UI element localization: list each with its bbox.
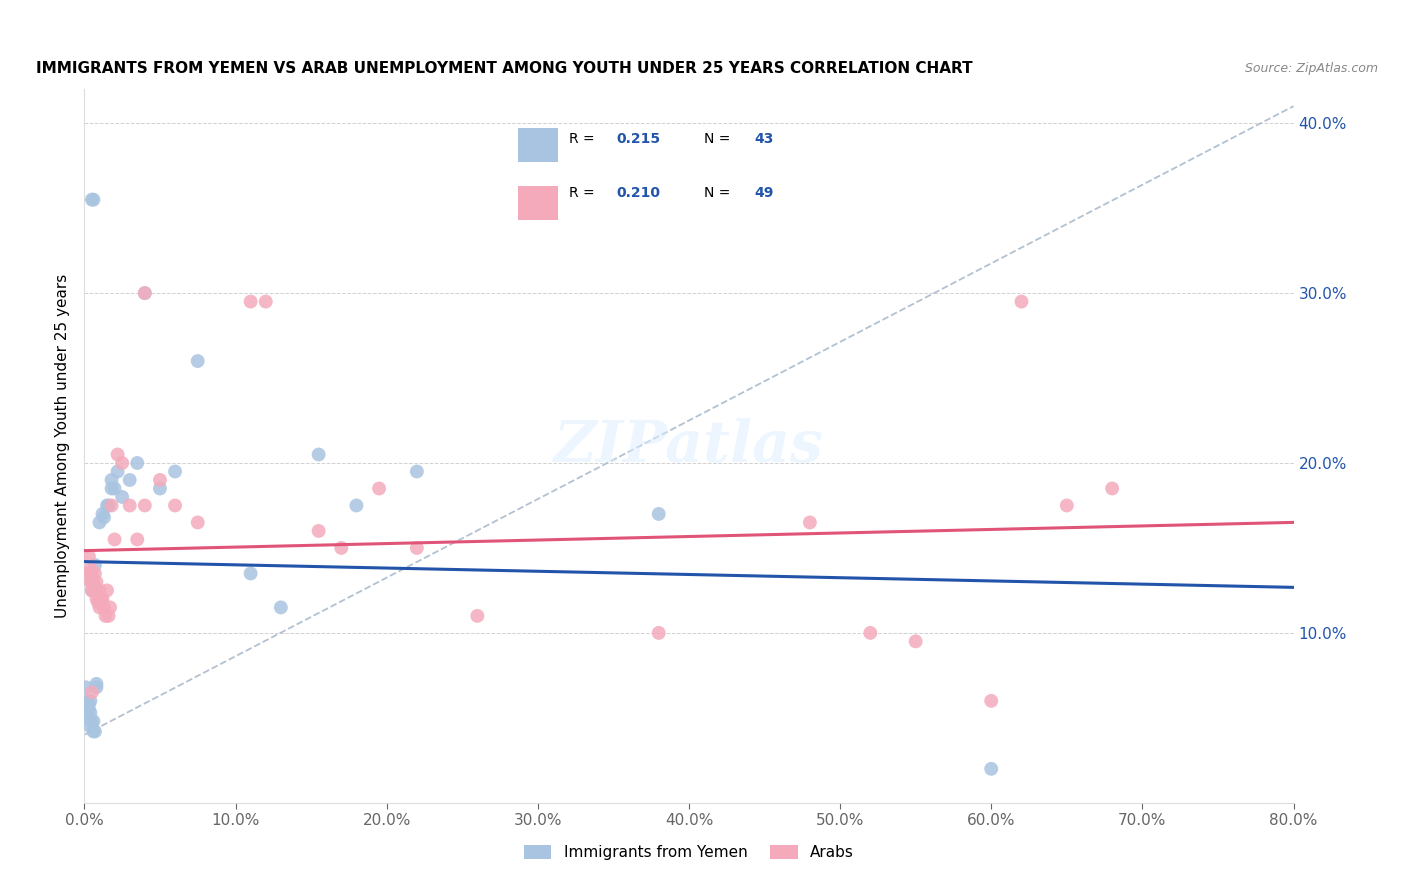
Point xyxy=(79,706,101,720)
Point xyxy=(254,294,277,309)
Point xyxy=(94,608,117,623)
Point xyxy=(134,286,156,301)
Point xyxy=(80,566,103,581)
Point xyxy=(77,549,100,564)
Point xyxy=(86,680,108,694)
Point xyxy=(330,541,353,555)
Point xyxy=(904,634,927,648)
Point xyxy=(648,507,671,521)
Text: IMMIGRANTS FROM YEMEN VS ARAB UNEMPLOYMENT AMONG YOUTH UNDER 25 YEARS CORRELATIO: IMMIGRANTS FROM YEMEN VS ARAB UNEMPLOYME… xyxy=(37,61,973,76)
Y-axis label: Unemployment Among Youth under 25 years: Unemployment Among Youth under 25 years xyxy=(55,274,70,618)
Point xyxy=(308,524,330,538)
Point xyxy=(980,694,1002,708)
Point xyxy=(84,724,107,739)
Point xyxy=(165,465,187,479)
Point xyxy=(187,354,209,368)
Point xyxy=(93,600,115,615)
Point xyxy=(89,583,111,598)
Point xyxy=(84,583,107,598)
Point xyxy=(80,583,103,598)
Point xyxy=(96,583,118,598)
Text: Source: ZipAtlas.com: Source: ZipAtlas.com xyxy=(1244,62,1378,76)
Point xyxy=(127,533,149,547)
Point xyxy=(308,448,330,462)
Point xyxy=(86,591,108,606)
Point xyxy=(111,490,134,504)
Point xyxy=(91,591,114,606)
Point xyxy=(104,482,127,496)
Point xyxy=(82,574,104,589)
Point xyxy=(368,482,391,496)
Point xyxy=(799,516,821,530)
Point xyxy=(111,456,134,470)
Point xyxy=(104,533,127,547)
Point xyxy=(107,465,129,479)
Point xyxy=(1011,294,1033,309)
Point xyxy=(82,578,104,592)
Point xyxy=(76,702,98,716)
Point xyxy=(77,698,100,712)
Point xyxy=(79,694,101,708)
Point xyxy=(77,566,100,581)
Point xyxy=(90,591,112,606)
Point xyxy=(239,566,262,581)
Point xyxy=(100,499,122,513)
Point xyxy=(86,574,108,589)
Point xyxy=(406,465,429,479)
Point xyxy=(118,499,141,513)
Point xyxy=(80,193,103,207)
Point xyxy=(97,499,120,513)
Point xyxy=(84,566,107,581)
Point xyxy=(1101,482,1123,496)
Legend: Immigrants from Yemen, Arabs: Immigrants from Yemen, Arabs xyxy=(517,839,860,866)
Point xyxy=(127,456,149,470)
Point xyxy=(406,541,429,555)
Point xyxy=(93,510,115,524)
Point xyxy=(91,507,114,521)
Point xyxy=(134,286,156,301)
Point xyxy=(149,482,172,496)
Point xyxy=(80,685,103,699)
Point xyxy=(86,677,108,691)
Point xyxy=(87,595,110,609)
Point xyxy=(346,499,368,513)
Point xyxy=(82,724,104,739)
Point xyxy=(80,583,103,598)
Point xyxy=(79,574,101,589)
Point xyxy=(100,473,122,487)
Point xyxy=(82,193,104,207)
Point xyxy=(80,574,103,589)
Point xyxy=(107,448,129,462)
Point xyxy=(89,516,111,530)
Point xyxy=(97,608,120,623)
Point xyxy=(98,600,121,615)
Point xyxy=(239,294,262,309)
Point xyxy=(980,762,1002,776)
Point xyxy=(134,499,156,513)
Point xyxy=(165,499,187,513)
Text: ZIPatlas: ZIPatlas xyxy=(554,417,824,475)
Point xyxy=(82,714,104,729)
Point xyxy=(77,711,100,725)
Point xyxy=(80,714,103,729)
Point xyxy=(96,499,118,513)
Point xyxy=(270,600,292,615)
Point xyxy=(77,702,100,716)
Point xyxy=(467,608,489,623)
Point xyxy=(149,473,172,487)
Point xyxy=(1056,499,1078,513)
Point xyxy=(75,680,97,694)
Point xyxy=(118,473,141,487)
Point xyxy=(89,600,111,615)
Point xyxy=(79,719,101,733)
Point xyxy=(859,626,882,640)
Point xyxy=(76,694,98,708)
Point xyxy=(100,482,122,496)
Point xyxy=(187,516,209,530)
Point xyxy=(648,626,671,640)
Point xyxy=(84,558,107,572)
Point xyxy=(79,561,101,575)
